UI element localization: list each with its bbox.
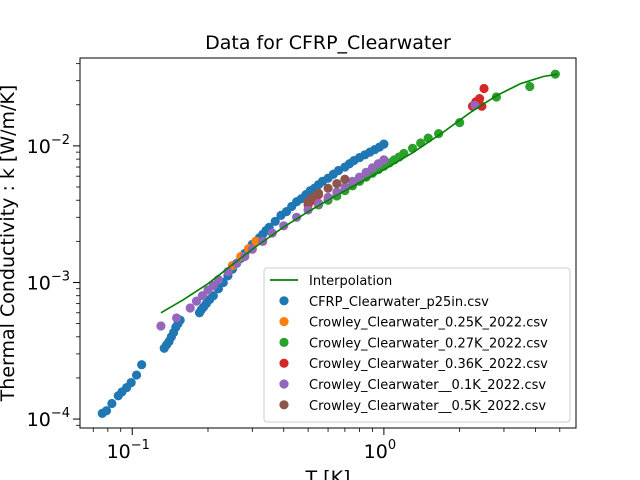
y-tick-label: 10−4	[27, 406, 70, 431]
data-point	[101, 406, 112, 416]
data-point	[340, 174, 350, 184]
data-point	[313, 198, 324, 208]
data-point	[423, 133, 433, 143]
data-point	[474, 93, 485, 104]
y-axis-label: Thermal Conductivity : k [W/m/K]	[0, 85, 19, 403]
y-tick-label: 10−3	[27, 269, 70, 294]
y-tick-label: 10−2	[27, 133, 70, 158]
legend-box	[263, 267, 571, 423]
data-point	[479, 83, 489, 94]
legend-marker-swatch	[279, 400, 289, 410]
data-point	[270, 216, 280, 226]
legend-marker-swatch	[279, 296, 289, 306]
data-point	[332, 178, 342, 189]
legend-marker-swatch	[279, 337, 289, 347]
data-point	[525, 81, 535, 92]
data-point	[416, 138, 426, 148]
data-point	[107, 398, 117, 409]
data-point	[126, 377, 136, 388]
legend-label: Crowley_Clearwater_0.36K_2022.csv	[309, 357, 548, 372]
data-point	[156, 321, 166, 331]
legend-label: Crowley_Clearwater_0.27K_2022.csv	[309, 336, 548, 351]
plot-line	[160, 73, 558, 314]
legend-marker-swatch	[279, 358, 289, 368]
y-ticks: 10−4 10−3 10−2	[27, 63, 80, 431]
data-point	[354, 172, 365, 182]
data-point	[137, 360, 147, 370]
data-point	[191, 296, 202, 306]
x-tick-label: 10−1	[107, 438, 150, 463]
data-point	[251, 236, 261, 246]
data-point	[379, 139, 389, 149]
data-point	[185, 303, 195, 313]
legend-marker-swatch	[279, 379, 289, 389]
interpolation-line	[160, 73, 558, 314]
legend-label: CFRP_Clearwater_p25in.csv	[309, 295, 489, 310]
data-point	[171, 313, 182, 323]
data-point	[470, 100, 480, 110]
data-point	[323, 183, 333, 193]
legend-label: Interpolation	[309, 274, 392, 289]
data-point	[455, 118, 465, 128]
x-ticks: 10−1 100	[92, 428, 561, 463]
legend-marker-swatch	[279, 317, 289, 327]
series-crowley-clearwater-0-5k-2022-csv	[303, 174, 350, 207]
legend-label: Crowley_Clearwater_0.25K_2022.csv	[309, 316, 548, 331]
data-point	[232, 258, 242, 268]
data-point	[347, 176, 358, 186]
x-tick-label: 100	[364, 438, 396, 463]
x-axis-label: T [K]	[305, 467, 351, 480]
legend-label: Crowley_Clearwater__0.5K_2022.csv	[309, 399, 546, 414]
data-point	[267, 228, 277, 238]
legend-label: Crowley_Clearwater__0.1K_2022.csv	[309, 378, 546, 393]
chart-title: Data for CFRP_Clearwater	[205, 32, 451, 54]
data-point	[379, 155, 389, 165]
data-point	[197, 291, 207, 301]
legend: Interpolation CFRP_Clearwater_p25in.csv Cr…	[263, 267, 571, 423]
data-point	[313, 188, 324, 198]
data-point	[131, 370, 142, 380]
